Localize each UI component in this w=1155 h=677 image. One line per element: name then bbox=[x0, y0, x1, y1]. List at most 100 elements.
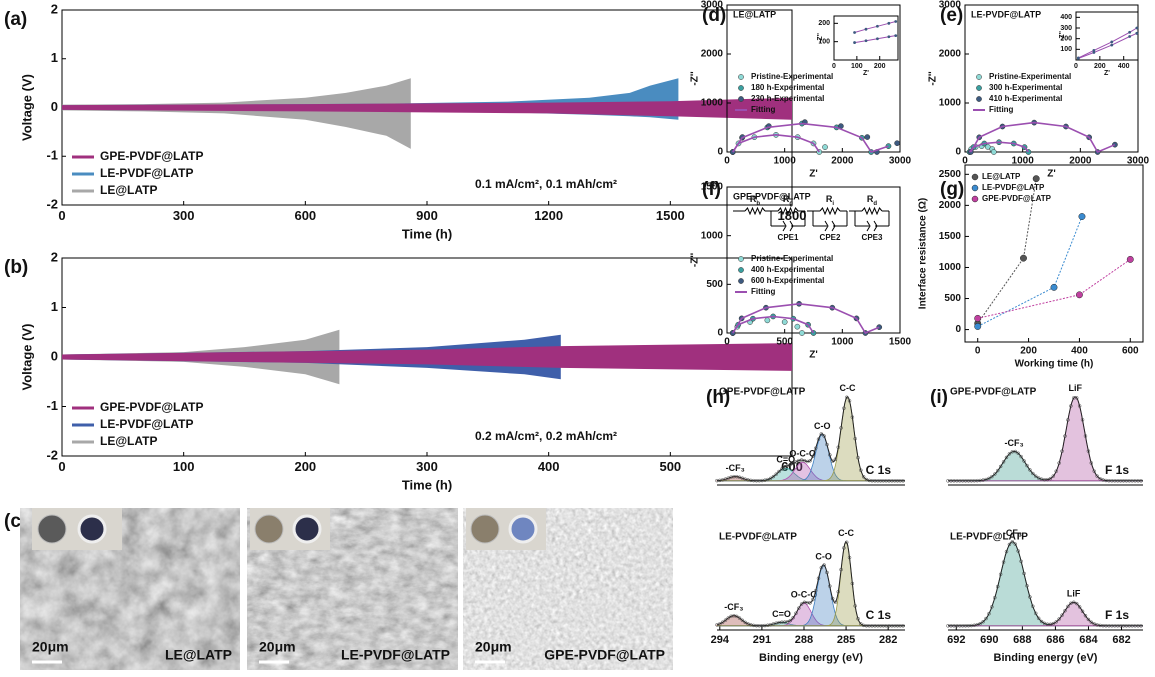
legend-label: LE@LATP bbox=[100, 183, 157, 197]
experimental-point bbox=[853, 604, 857, 608]
inset-point bbox=[894, 20, 898, 23]
experimental-point bbox=[1060, 613, 1064, 617]
experimental-point bbox=[768, 476, 773, 481]
y-tick-label: -2 bbox=[46, 447, 58, 462]
peak-label: C-C bbox=[839, 383, 855, 393]
cpe-symbol bbox=[782, 220, 787, 232]
x-tick-label: 0 bbox=[832, 63, 836, 70]
photo-disc bbox=[508, 514, 538, 544]
resistor bbox=[819, 206, 841, 216]
plot-frame bbox=[964, 164, 1144, 343]
legend-label: GPE-PVDF@LATP bbox=[100, 400, 203, 414]
experimental-point bbox=[1034, 474, 1038, 478]
y-tick-label: 2500 bbox=[939, 169, 962, 180]
experimental-point bbox=[1057, 461, 1061, 465]
sample-title: GPE-PVDF@LATP bbox=[733, 191, 811, 201]
legend-swatch bbox=[738, 267, 744, 273]
experimental-point bbox=[1095, 474, 1099, 478]
legend-label: Fitting bbox=[751, 105, 776, 114]
peak-label: -CF₃ bbox=[724, 602, 743, 612]
impedance-point bbox=[794, 323, 801, 330]
x-tick-label: 692 bbox=[947, 634, 965, 646]
y-tick-label: 3000 bbox=[939, 0, 962, 11]
cpe-symbol bbox=[824, 220, 829, 232]
experimental-point bbox=[987, 611, 991, 616]
experimental-point bbox=[808, 601, 812, 605]
series-line bbox=[977, 178, 1037, 324]
y-tick-label: 1000 bbox=[701, 230, 724, 241]
y-tick-label: -1 bbox=[46, 148, 58, 163]
experimental-point bbox=[1036, 616, 1041, 621]
plot-frame bbox=[833, 15, 899, 61]
sem-caption: GPE-PVDF@LATP bbox=[544, 647, 665, 663]
experimental-point bbox=[734, 614, 739, 619]
inset-point bbox=[1076, 57, 1080, 60]
x-tick-label: 1500 bbox=[889, 337, 912, 348]
cpe-symbol bbox=[873, 220, 878, 232]
y-tick-label: 100 bbox=[1060, 46, 1072, 53]
data-point bbox=[1050, 283, 1058, 291]
y-axis-label: -Z'' bbox=[690, 71, 701, 85]
experimental-point bbox=[816, 576, 821, 581]
y-tick-label: 1000 bbox=[939, 262, 962, 273]
experimental-point bbox=[990, 474, 994, 479]
y-tick-label: 1500 bbox=[701, 182, 724, 193]
experimental-point bbox=[1089, 620, 1094, 624]
x-tick-label: 1000 bbox=[774, 156, 797, 167]
fitting-curve bbox=[732, 302, 880, 335]
experimental-point bbox=[718, 622, 722, 626]
legend-swatch bbox=[738, 74, 744, 80]
x-axis-label: Z' bbox=[863, 70, 869, 77]
y-axis-label: -Z'' bbox=[817, 33, 824, 43]
experimental-point bbox=[1028, 595, 1032, 599]
panel-label: (g) bbox=[940, 179, 964, 200]
experimental-point bbox=[822, 434, 826, 438]
experimental-point bbox=[1048, 476, 1053, 481]
y-tick-label: -1 bbox=[46, 398, 58, 413]
y-tick-label: 0 bbox=[717, 328, 723, 339]
y-tick-label: 2000 bbox=[701, 49, 724, 60]
experimental-point bbox=[1054, 469, 1058, 473]
cpe-symbol bbox=[831, 220, 836, 232]
experimental-point bbox=[1016, 549, 1020, 553]
experimental-point bbox=[788, 618, 793, 623]
resistor bbox=[861, 206, 883, 216]
peak-label: O-C-O bbox=[789, 449, 816, 459]
panel-label: (i) bbox=[930, 387, 948, 408]
experimental-point bbox=[1022, 459, 1026, 463]
experimental-point bbox=[981, 619, 985, 624]
legend-label: LE-PVDF@LATP bbox=[100, 417, 193, 431]
photo-disc bbox=[254, 514, 284, 544]
impedance-point bbox=[799, 330, 805, 336]
experimental-point bbox=[1034, 611, 1038, 616]
experimental-point bbox=[1066, 604, 1070, 609]
experimental-point bbox=[830, 596, 835, 601]
inset-point bbox=[853, 31, 856, 34]
x-tick-label: 200 bbox=[1094, 63, 1106, 70]
experimental-point bbox=[998, 572, 1003, 577]
x-axis-label: Z' bbox=[1104, 70, 1110, 77]
experimental-point bbox=[1031, 471, 1035, 476]
experimental-point bbox=[836, 590, 841, 594]
x-tick-label: 288 bbox=[795, 634, 813, 646]
experimental-point bbox=[797, 606, 801, 610]
x-tick-label: 500 bbox=[776, 337, 793, 348]
condition-annotation: 0.2 mA/cm², 0.2 mAh/cm² bbox=[475, 429, 617, 443]
inset-point bbox=[887, 35, 891, 39]
inset-point bbox=[1135, 31, 1139, 35]
experimental-point bbox=[1025, 584, 1029, 588]
experimental-point bbox=[984, 477, 988, 482]
experimental-point bbox=[782, 465, 787, 469]
experimental-point bbox=[830, 459, 835, 463]
core-level-label: F 1s bbox=[1105, 463, 1129, 477]
legend-label: 180 h-Experimental bbox=[751, 83, 824, 92]
x-tick-label: 600 bbox=[1122, 346, 1139, 357]
experimental-point bbox=[1069, 404, 1073, 408]
inset-point bbox=[1110, 43, 1114, 47]
experimental-point bbox=[839, 567, 843, 572]
experimental-point bbox=[1089, 461, 1094, 465]
x-axis-label: Working time (h) bbox=[1015, 359, 1094, 370]
experimental-point bbox=[813, 589, 818, 593]
data-point bbox=[1078, 213, 1086, 220]
